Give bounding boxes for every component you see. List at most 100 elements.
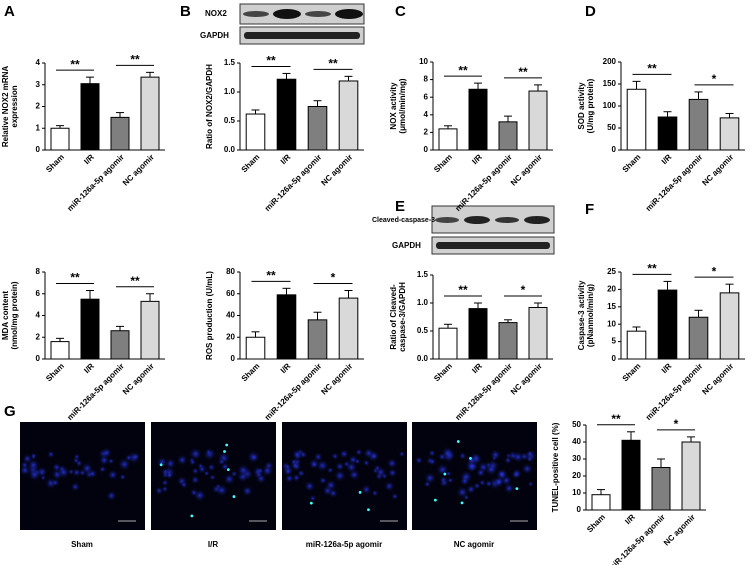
nucleus <box>284 468 292 476</box>
y-axis-label: TUNEL-positive cell (%) <box>551 422 560 512</box>
micrograph-label: I/R <box>208 540 218 549</box>
bar <box>110 330 130 360</box>
bar <box>50 127 70 151</box>
x-tick-label: I/R <box>279 361 293 375</box>
y-tick-label: 6 <box>424 92 429 101</box>
bar <box>245 113 266 151</box>
x-tick-label: miR-126a-5p agomir <box>453 362 513 422</box>
bar <box>140 300 160 360</box>
micrograph-label: NC agomir <box>454 540 494 549</box>
bar <box>498 121 518 151</box>
tunel-cell <box>460 501 464 505</box>
x-tick-label: NC agomir <box>700 153 735 188</box>
y-tick-label: 50 <box>572 420 581 429</box>
nucleus <box>296 469 306 478</box>
nucleus <box>328 488 339 499</box>
blot-label: GAPDH <box>392 241 421 250</box>
nucleus <box>439 475 448 484</box>
tunel-cell <box>456 440 460 443</box>
nucleus <box>46 450 56 459</box>
x-tick-label: Sham <box>585 513 607 535</box>
y-tick-label: 4 <box>36 311 41 320</box>
nucleus <box>354 448 363 457</box>
x-tick-label: Sham <box>432 362 454 384</box>
bar <box>621 439 641 511</box>
significance-label: ** <box>130 274 140 288</box>
y-tick-label: 8 <box>36 267 41 276</box>
nucleus <box>164 457 177 470</box>
nucleus <box>80 461 94 476</box>
nucleus <box>345 460 358 474</box>
y-tick-label: 0 <box>577 505 582 514</box>
nucleus <box>161 485 169 493</box>
significance-label: ** <box>611 412 621 426</box>
nucleus <box>362 447 375 459</box>
x-tick-label: NC agomir <box>319 153 354 188</box>
x-tick-label: miR-126a-5p agomir <box>263 362 323 422</box>
bar <box>468 88 488 151</box>
bar <box>688 98 709 151</box>
panel-label: F <box>585 201 594 218</box>
bar <box>657 289 678 360</box>
x-tick-label: I/R <box>623 512 637 526</box>
bar <box>245 336 266 360</box>
nucleus <box>334 461 345 472</box>
y-tick-label: 8 <box>424 75 429 84</box>
bar <box>307 106 328 151</box>
nucleus <box>161 467 170 477</box>
nucleus <box>362 459 371 467</box>
nucleus <box>484 479 493 488</box>
significance-label: * <box>712 264 717 278</box>
nucleus <box>387 467 398 478</box>
bar <box>276 78 297 151</box>
x-tick-label: I/R <box>660 361 674 375</box>
nucleus <box>466 454 478 466</box>
significance-label: ** <box>458 63 468 77</box>
nucleus <box>458 451 467 461</box>
significance-label: ** <box>266 54 276 68</box>
blot-e: Cleaved-caspase-3 GAPDH <box>372 205 555 255</box>
nucleus <box>98 465 107 474</box>
y-tick-label: 40 <box>226 311 235 320</box>
significance-label: * <box>521 283 526 297</box>
y-tick-label: 2 <box>36 332 41 341</box>
bar <box>626 88 647 151</box>
nucleus <box>360 484 372 495</box>
bar <box>438 128 458 151</box>
y-axis-label: (nmol/mg protein) <box>10 281 19 349</box>
y-axis-label: NOX activity <box>389 82 398 130</box>
nucleus <box>526 449 534 458</box>
x-tick-label: Sham <box>621 153 643 175</box>
blot-label: Cleaved-caspase-3 <box>372 217 435 224</box>
x-tick-label: Sham <box>432 153 454 175</box>
significance-label: ** <box>647 62 657 76</box>
y-tick-label: 4 <box>424 110 429 119</box>
x-tick-label: Sham <box>44 362 66 384</box>
tunel-cell <box>358 490 362 494</box>
y-axis-label: (U/mg protein) <box>586 78 595 133</box>
tunel-cell <box>159 463 163 467</box>
x-tick-label: NC agomir <box>509 362 544 397</box>
y-tick-label: 0 <box>231 354 236 363</box>
nucleus <box>374 466 387 479</box>
y-axis-label: caspase-3/GAPDH <box>398 282 407 352</box>
y-tick-label: 10 <box>607 319 616 328</box>
nucleus <box>189 488 199 497</box>
y-tick-label: 0 <box>612 354 617 363</box>
y-tick-label: 1.0 <box>224 87 236 96</box>
bar <box>528 90 548 151</box>
significance-label: ** <box>70 57 80 71</box>
nucleus <box>303 480 316 493</box>
x-tick-label: miR-126a-5p agomir <box>606 513 666 565</box>
nucleus <box>463 494 470 501</box>
micrograph-label: miR-126a-5p agomir <box>306 540 382 549</box>
nucleus <box>207 463 216 472</box>
bar <box>591 494 611 511</box>
nucleus <box>209 473 216 481</box>
y-tick-label: 0.0 <box>224 145 236 154</box>
tunel-cell <box>226 468 230 472</box>
nucleus <box>50 478 60 488</box>
bar <box>338 297 359 360</box>
nucleus <box>511 469 522 480</box>
y-tick-label: 2 <box>424 128 429 137</box>
